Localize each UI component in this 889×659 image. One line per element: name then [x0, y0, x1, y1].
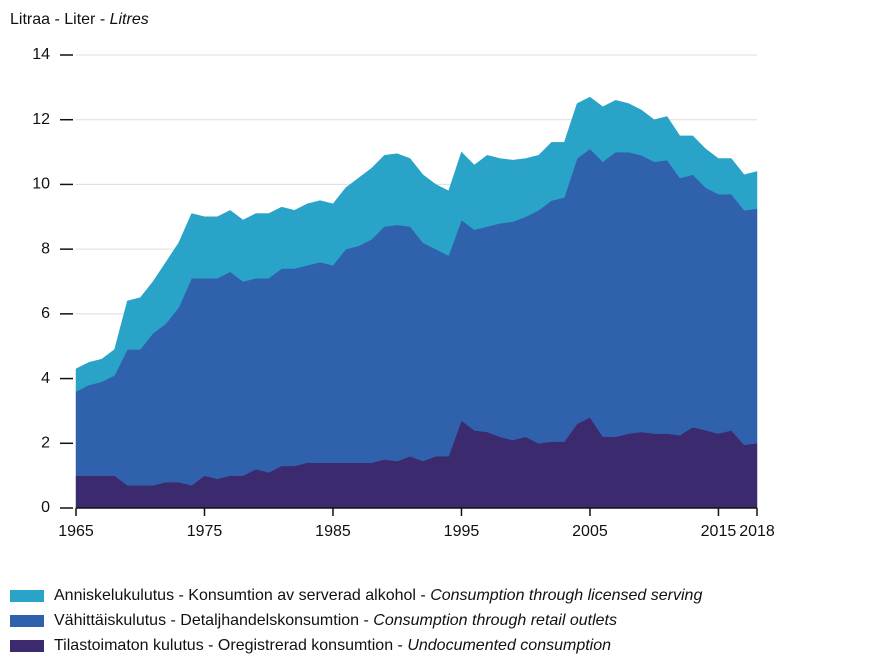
- x-tick-label: 1965: [58, 523, 94, 540]
- legend-swatch: [10, 615, 44, 627]
- legend-label: Anniskelukulutus - Konsumtion av servera…: [54, 587, 702, 604]
- y-tick-label: 10: [32, 176, 50, 193]
- y-tick-label: 6: [41, 305, 50, 322]
- legend-swatch: [10, 590, 44, 602]
- x-tick-label: 2005: [572, 523, 608, 540]
- y-tick-label: 12: [32, 111, 50, 128]
- y-tick-label: 8: [41, 240, 50, 257]
- y-tick-label: 0: [41, 499, 50, 516]
- y-tick-label: 2: [41, 435, 50, 452]
- legend-label: Tilastoimaton kulutus - Oregistrerad kon…: [54, 637, 611, 654]
- legend-label: Vähittäiskulutus - Detaljhandelskonsumti…: [54, 612, 617, 629]
- y-axis-label: Litraa - Liter - Litres: [10, 11, 149, 28]
- y-tick-label: 14: [32, 46, 50, 63]
- area: [75, 96, 758, 392]
- x-tick-label: 1985: [315, 523, 351, 540]
- x-tick-label: 2018: [739, 523, 775, 540]
- legend-swatch: [10, 640, 44, 652]
- x-tick-label: 2015: [701, 523, 737, 540]
- y-tick-label: 4: [41, 370, 50, 387]
- x-tick-label: 1995: [444, 523, 480, 540]
- x-tick-label: 1975: [187, 523, 223, 540]
